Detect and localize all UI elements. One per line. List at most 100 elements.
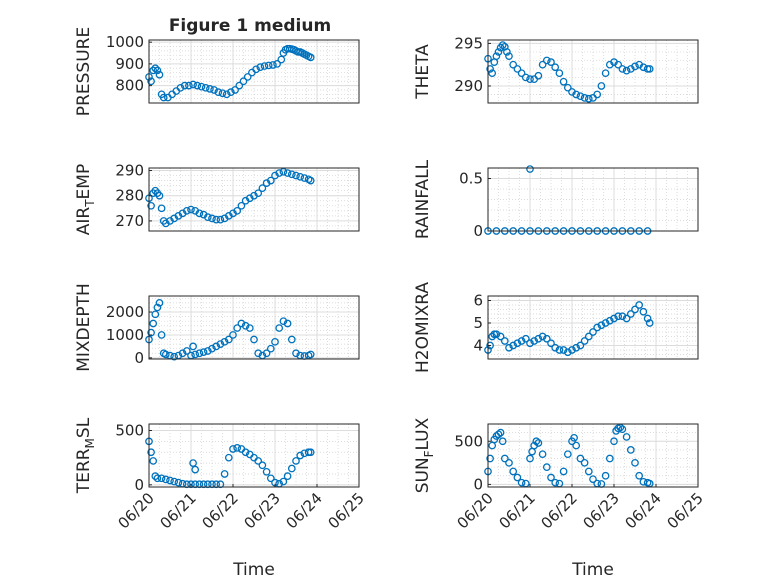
data-point <box>526 454 534 463</box>
data-point <box>306 53 315 62</box>
y-tick-label: 500 <box>454 432 483 450</box>
data-point <box>296 172 305 181</box>
data-point <box>256 63 265 72</box>
data-point <box>275 169 284 177</box>
data-point <box>605 454 614 463</box>
data-point <box>631 305 639 314</box>
data-point <box>580 94 589 102</box>
data-point <box>505 343 513 352</box>
data-point <box>521 334 530 343</box>
axes-box <box>148 295 360 360</box>
data-point <box>203 213 212 221</box>
data-point <box>547 58 555 66</box>
data-point <box>275 324 284 332</box>
data-point <box>229 331 237 339</box>
data-point <box>170 477 179 486</box>
data-point <box>237 201 246 210</box>
data-point <box>605 316 614 325</box>
data-point <box>233 206 242 215</box>
data-point <box>224 335 233 344</box>
data-point <box>292 171 300 180</box>
y-tick-label: 0 <box>134 349 144 367</box>
data-point <box>610 437 618 446</box>
data-point <box>492 330 501 339</box>
data-point <box>254 457 263 465</box>
data-point <box>273 60 281 68</box>
data-point <box>306 448 315 457</box>
data-point <box>182 347 191 355</box>
data-point <box>239 77 248 86</box>
data-point <box>614 312 623 321</box>
data-point <box>262 349 271 358</box>
data-point <box>496 428 505 437</box>
data-point <box>551 478 560 487</box>
data-point <box>216 215 225 224</box>
subplot-6: 4 5 6 H2OMIXRA <box>413 282 699 373</box>
data-point <box>241 448 250 457</box>
subplot-1: 800 900 1000 PRESSURE <box>74 27 360 116</box>
data-point <box>631 62 639 71</box>
data-point <box>530 337 539 345</box>
data-point <box>584 94 593 103</box>
axes-box <box>148 39 360 104</box>
y-tick-label: 290 <box>115 162 144 180</box>
data-point <box>505 458 513 467</box>
data-point <box>570 433 578 442</box>
data-point <box>149 457 158 465</box>
axes-box <box>487 423 699 488</box>
data-point <box>513 473 522 482</box>
data-point <box>229 445 237 453</box>
data-point <box>195 349 204 358</box>
data-point <box>551 63 560 72</box>
data-point <box>283 169 292 177</box>
data-point <box>147 201 155 210</box>
figure-title: Figure 1 medium <box>169 16 331 36</box>
data-point <box>258 461 267 470</box>
data-point <box>576 341 585 350</box>
data-point <box>161 475 170 484</box>
data-point <box>197 82 206 91</box>
data-point <box>189 80 197 89</box>
y-tick-label: 1000 <box>106 33 144 51</box>
data-point <box>147 77 155 86</box>
data-point <box>555 346 564 354</box>
data-point <box>279 167 288 176</box>
subplot-4: 0 0.5 RAINFALL <box>413 159 699 240</box>
data-point <box>149 66 158 75</box>
data-point <box>589 328 597 336</box>
data-point <box>153 474 162 483</box>
y-tick-label: 2000 <box>106 303 144 321</box>
data-point <box>149 319 158 328</box>
data-point <box>193 81 202 90</box>
y-tick-label: 0 <box>134 476 144 494</box>
y-tick-label: 280 <box>115 187 144 205</box>
data-point <box>271 337 279 346</box>
x-axis-label: Time <box>232 560 275 580</box>
data-point <box>618 65 627 73</box>
data-point <box>176 83 185 92</box>
data-point <box>191 350 200 359</box>
data-point <box>635 301 644 309</box>
data-point <box>526 339 534 348</box>
data-point <box>266 474 275 483</box>
y-tick-label: 6 <box>473 292 483 310</box>
y-tick-label: 0 <box>473 222 483 240</box>
data-point <box>283 319 292 328</box>
data-point <box>218 89 227 98</box>
data-point <box>521 73 530 82</box>
data-point <box>180 81 189 90</box>
data-point <box>279 477 288 486</box>
data-point <box>622 66 631 75</box>
data-point <box>526 75 534 84</box>
data-point <box>153 303 162 312</box>
data-point <box>597 321 606 330</box>
data-point <box>283 472 292 480</box>
data-point <box>287 170 296 179</box>
subplot-5: 0 1000 2000 MIXDEPTH <box>74 283 360 372</box>
data-point <box>494 48 503 56</box>
data-point <box>538 60 547 69</box>
data-point <box>509 60 518 69</box>
y-tick-label: 800 <box>115 77 144 95</box>
data-point <box>182 206 191 215</box>
